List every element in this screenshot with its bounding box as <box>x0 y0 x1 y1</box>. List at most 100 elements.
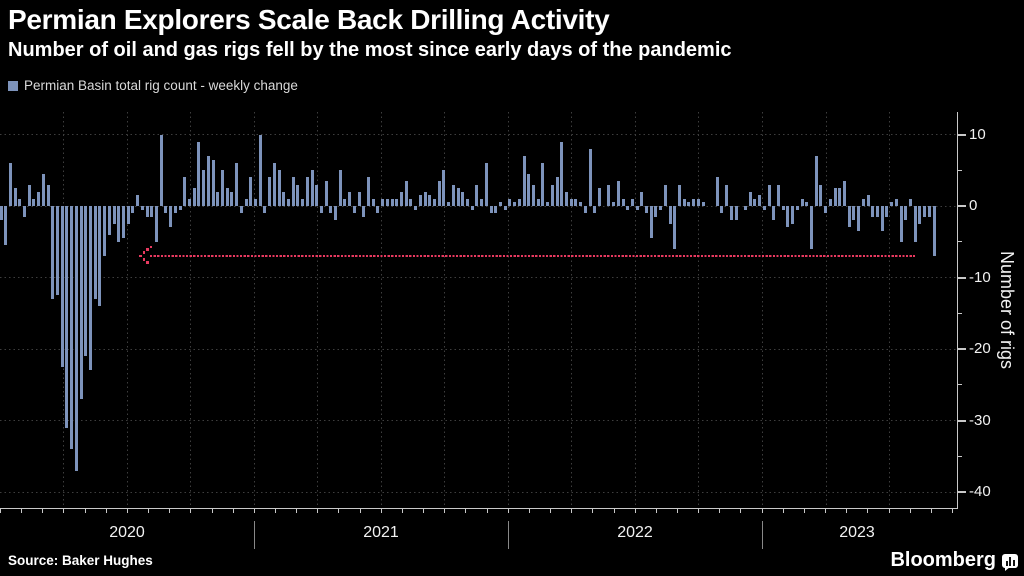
bar <box>560 141 564 206</box>
bar <box>418 195 422 206</box>
bar <box>4 206 8 246</box>
legend-swatch-icon <box>8 80 18 91</box>
source-credit: Source: Baker Hughes <box>8 553 153 568</box>
bar <box>635 206 639 210</box>
gridline-vertical <box>444 112 445 508</box>
bar <box>734 206 738 221</box>
gridline-vertical <box>698 112 699 508</box>
bar <box>136 195 140 206</box>
x-label-separator <box>762 521 763 549</box>
bar <box>805 202 809 206</box>
bar <box>329 206 333 214</box>
bar <box>682 198 686 206</box>
gridline-horizontal <box>0 277 957 278</box>
bar <box>244 198 248 206</box>
bar <box>296 184 300 206</box>
bar <box>555 177 559 206</box>
bar <box>381 198 385 206</box>
bar <box>871 206 875 217</box>
bar <box>122 206 125 239</box>
x-axis-tick <box>655 509 657 513</box>
bar <box>791 206 795 224</box>
gridline-vertical <box>762 112 763 508</box>
bar <box>131 206 135 214</box>
bar <box>593 206 597 214</box>
x-axis-tick <box>528 509 530 513</box>
bar <box>348 191 352 206</box>
y-axis-line <box>957 112 958 508</box>
gridline-vertical <box>571 112 572 508</box>
bar <box>60 206 64 367</box>
bar <box>880 206 884 232</box>
gridline-horizontal <box>0 420 957 421</box>
bar <box>828 198 832 206</box>
y-axis-minor-tick <box>958 455 962 457</box>
x-axis-tick <box>698 509 700 513</box>
bar <box>536 198 540 206</box>
y-tick-label: -30 <box>969 411 991 429</box>
bar <box>470 206 474 210</box>
bar <box>894 198 898 206</box>
bar <box>673 206 677 249</box>
bar <box>220 170 224 206</box>
bar <box>480 198 484 206</box>
bar <box>41 173 45 206</box>
bar <box>400 191 404 206</box>
bar <box>89 206 93 371</box>
bar <box>456 188 460 206</box>
bar <box>579 202 583 206</box>
bar <box>367 177 371 206</box>
bar <box>324 180 328 206</box>
bar <box>404 180 408 206</box>
bar <box>301 198 305 206</box>
bar <box>390 198 394 206</box>
gridline-vertical <box>635 112 636 508</box>
bar <box>857 206 861 232</box>
y-axis-major-tick <box>958 348 966 350</box>
gridline-vertical <box>254 112 255 508</box>
bar <box>715 177 719 206</box>
bar <box>569 198 573 206</box>
gridline-horizontal <box>0 205 957 207</box>
bar <box>395 198 399 206</box>
bar <box>513 202 517 206</box>
bar <box>875 206 879 217</box>
x-axis-tick <box>613 509 615 513</box>
bar <box>701 202 705 206</box>
bar <box>414 206 418 210</box>
bar <box>522 155 526 206</box>
x-axis-tick <box>550 509 552 513</box>
x-axis-tick <box>359 509 361 513</box>
y-tick-label: -10 <box>969 268 991 286</box>
bar <box>814 155 818 206</box>
bar <box>117 206 121 242</box>
bar <box>197 141 201 206</box>
bar <box>649 206 653 239</box>
bar <box>923 206 927 217</box>
y-axis-major-tick <box>958 205 966 207</box>
bar <box>475 184 479 206</box>
bar <box>46 184 50 206</box>
bar <box>861 198 865 206</box>
bar <box>753 198 757 206</box>
bar <box>258 134 262 206</box>
bar <box>107 206 111 235</box>
x-axis-tick <box>930 509 932 513</box>
x-axis-tick <box>782 509 784 513</box>
bar <box>890 202 894 206</box>
bar <box>720 206 724 214</box>
gridline-vertical <box>826 112 827 508</box>
bar <box>84 206 88 357</box>
y-tick-label: -20 <box>969 340 991 357</box>
bar <box>692 198 696 206</box>
bar <box>541 163 545 206</box>
bar <box>626 206 630 210</box>
bar <box>211 159 215 206</box>
x-axis-tick <box>401 509 403 513</box>
bar <box>442 170 446 206</box>
bar <box>725 184 729 206</box>
bar <box>385 198 389 206</box>
x-axis-tick <box>423 509 425 513</box>
x-axis-tick <box>740 509 742 513</box>
bar <box>466 198 469 206</box>
